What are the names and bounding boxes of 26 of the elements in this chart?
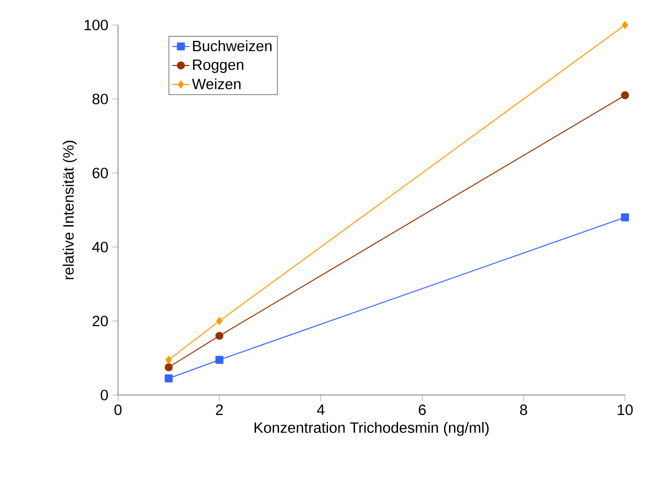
x-tick-label: 4	[316, 404, 325, 415]
point	[164, 374, 173, 382]
point	[215, 356, 224, 364]
point	[622, 21, 628, 29]
legend-label: Weizen	[192, 78, 240, 90]
y-tick-label: 60	[92, 168, 108, 178]
x-tick-label: 6	[418, 404, 426, 416]
y-tick-label: 100	[84, 20, 108, 30]
y-tick-label: 40	[92, 242, 108, 252]
y-axis-title: relative Intensität (%)	[62, 140, 77, 280]
y-tick-label: 80	[92, 94, 108, 104]
point	[215, 332, 224, 340]
y-tick-label: 0	[100, 390, 108, 400]
x-axis-title: Konzentration Trichodesmin (ng/ml)	[254, 422, 489, 436]
x-tick-label: 0	[114, 404, 122, 416]
x-tick-label: 8	[520, 404, 528, 416]
point	[216, 317, 223, 325]
point	[621, 213, 629, 222]
x-tick-label: 10	[618, 404, 633, 416]
point	[166, 356, 172, 364]
point	[621, 91, 629, 100]
x-tick-label: 2	[216, 404, 223, 415]
legend-label: Roggen	[193, 60, 244, 73]
point	[164, 363, 173, 372]
y-tick-label: 20	[92, 316, 108, 326]
legend-label: Buchweizen	[193, 40, 272, 52]
